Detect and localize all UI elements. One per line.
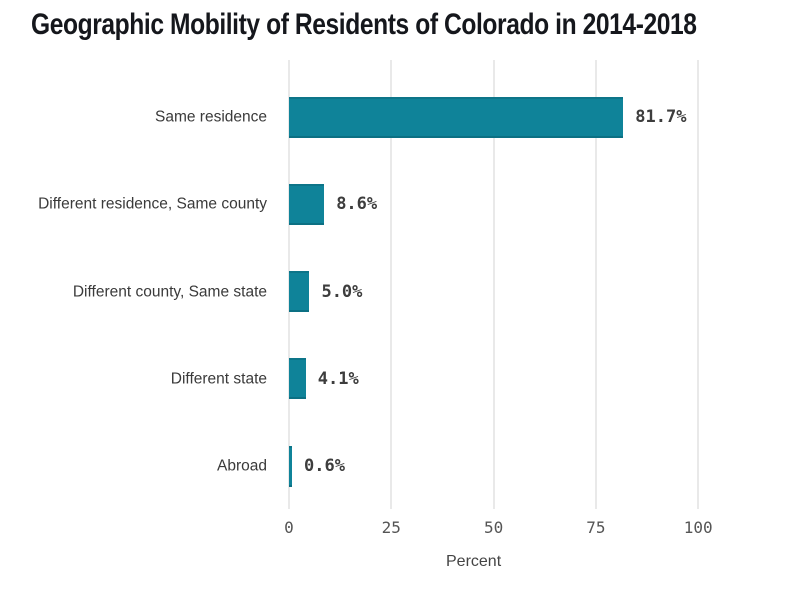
x-tick-label: 50 (483, 518, 504, 537)
bar (289, 271, 310, 313)
chart-title: Geographic Mobility of Residents of Colo… (31, 8, 697, 41)
bar (289, 445, 292, 487)
value-label: 5.0% (321, 281, 363, 302)
gridline (492, 60, 495, 509)
bar (289, 96, 624, 138)
category-label: Different state (170, 370, 267, 388)
bar (289, 183, 325, 225)
category-label: Same residence (154, 108, 267, 126)
category-label: Abroad (217, 457, 267, 475)
value-label: 8.6% (336, 194, 378, 215)
category-label: Different residence, Same county (38, 195, 267, 213)
x-axis-title: Percent (446, 553, 502, 570)
gridline (697, 60, 700, 509)
category-label: Different county, Same state (72, 282, 267, 300)
value-label: 81.7% (635, 107, 687, 127)
value-label: 0.6% (304, 456, 345, 477)
x-tick-label: 100 (683, 518, 713, 537)
gridline (594, 60, 597, 509)
x-tick-label: 75 (586, 518, 606, 537)
gridline (390, 60, 393, 509)
bar (289, 358, 306, 400)
x-tick-label: 0 (284, 518, 294, 537)
value-label: 4.1% (317, 368, 359, 389)
x-tick-label: 25 (381, 518, 401, 537)
